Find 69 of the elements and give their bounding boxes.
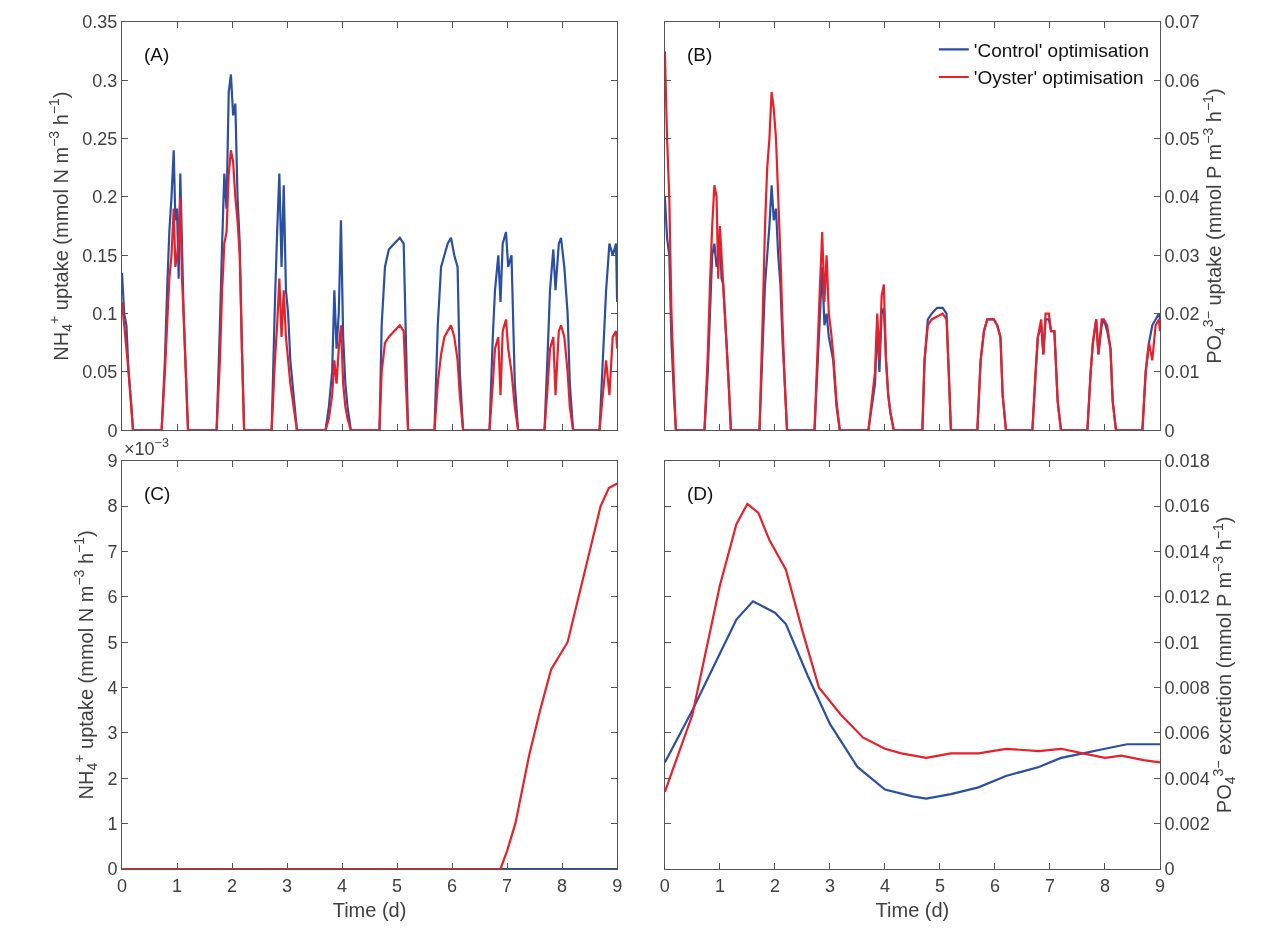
y-tick-label: 7	[107, 541, 118, 562]
y-tick-label: 8	[107, 496, 118, 517]
x-tick-label: 1	[172, 875, 183, 896]
line-series	[664, 600, 1160, 800]
x-tick-label: 8	[1099, 875, 1110, 896]
y2-tick-label: 0.012	[1164, 587, 1210, 608]
line-series	[664, 502, 1160, 793]
y-tick-label: 6	[107, 587, 118, 608]
y-tick-label: 4	[107, 677, 118, 698]
y2-tick-label: 0.02	[1164, 303, 1200, 324]
y-tick-label: 0	[107, 420, 118, 441]
y-tick-label: 0.1	[92, 303, 118, 324]
x-tick-label: 4	[337, 875, 348, 896]
y-tick-label: 0.15	[82, 245, 118, 266]
x-tick-label: 6	[989, 875, 1000, 896]
x-tick-label: 2	[227, 875, 238, 896]
y2-tick-label: 0.018	[1164, 451, 1210, 472]
y2-tick-label: 0.06	[1164, 70, 1200, 91]
y-tick-label: 0.25	[82, 128, 118, 149]
legend-label: 'Control' optimisation	[973, 39, 1149, 61]
y-tick-label: 0.3	[92, 70, 118, 91]
x-tick-label: 0	[659, 875, 670, 896]
y-tick-label: 0.35	[82, 12, 118, 33]
annotation: (B)	[687, 44, 713, 65]
line-series	[122, 73, 618, 431]
x-tick-label: 7	[1044, 875, 1055, 896]
y2-tick-label: 0.01	[1164, 362, 1200, 383]
y-tick-label: 9	[107, 451, 118, 472]
y2-tick-label: 0.03	[1164, 245, 1200, 266]
x-tick-label: 9	[1155, 875, 1166, 896]
x-tick-label: 3	[824, 875, 835, 896]
y2-tick-label: 0.07	[1164, 12, 1200, 33]
x-tick-label: 5	[934, 875, 945, 896]
y2-tick-label: 0.004	[1164, 768, 1210, 789]
y-tick-label: 5	[107, 632, 118, 653]
y2-tick-label: 0.002	[1164, 813, 1210, 834]
x-tick-label: 3	[282, 875, 293, 896]
annotation: (C)	[144, 483, 171, 504]
x-tick-label: 9	[612, 875, 623, 896]
line-series	[122, 149, 618, 431]
y2-tick-label: 0	[1164, 420, 1175, 441]
line-series	[122, 482, 618, 869]
y-tick-label: 3	[107, 723, 118, 744]
text: ×10$^{−3}$	[124, 436, 169, 459]
y2-tick-label: 0.016	[1164, 496, 1210, 517]
annotation: (D)	[687, 483, 714, 504]
x-tick-label: 2	[769, 875, 780, 896]
x-tick-label: 6	[447, 875, 458, 896]
y2-tick-label: 0.05	[1164, 128, 1200, 149]
y2-tick-label: 0.006	[1164, 723, 1210, 744]
y-tick-label: 0.05	[82, 362, 118, 383]
x-axis-title: Time (d)	[875, 899, 950, 922]
y-tick-label: 2	[107, 768, 118, 789]
x-tick-label: 7	[502, 875, 513, 896]
annotation: (A)	[144, 44, 170, 65]
y2-tick-label: 0.04	[1164, 187, 1200, 208]
y2-tick-label: 0.008	[1164, 677, 1210, 698]
y-tick-label: 1	[107, 813, 118, 834]
x-tick-label: 8	[557, 875, 568, 896]
legend-label: 'Oyster' optimisation	[973, 67, 1144, 89]
x-axis-title: Time (d)	[332, 899, 407, 922]
x-tick-label: 4	[879, 875, 890, 896]
y-tick-label: 0.2	[92, 187, 118, 208]
x-tick-label: 5	[392, 875, 403, 896]
y2-tick-label: 0.014	[1164, 541, 1210, 562]
x-tick-label: 1	[714, 875, 725, 896]
y2-tick-label: 0.01	[1164, 632, 1200, 653]
y2-tick-label: 0	[1164, 859, 1175, 880]
y-tick-label: 0	[107, 859, 118, 880]
